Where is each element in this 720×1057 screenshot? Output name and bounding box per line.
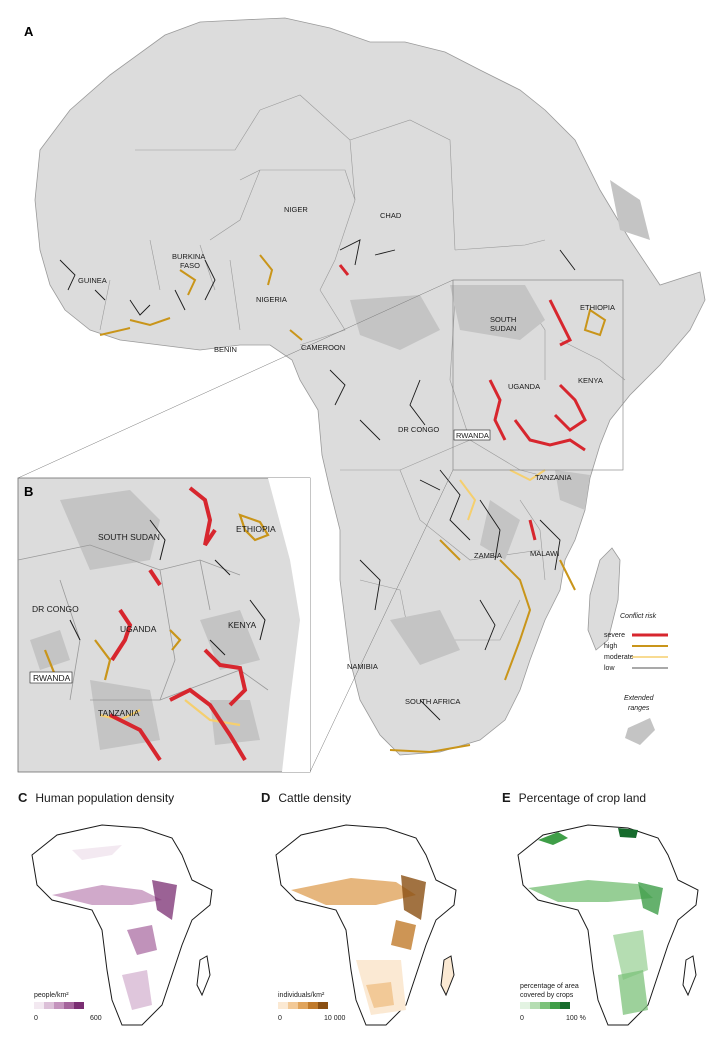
- label-drcongo: DR CONGO: [398, 425, 439, 434]
- label-malawi: MALAWI: [530, 549, 559, 558]
- inset-frame-a: [452, 279, 624, 471]
- label-ethiopia: ETHIOPIA: [580, 303, 615, 312]
- legend-title: Conflict risk: [620, 613, 657, 620]
- rwanda-box-a: [453, 429, 491, 441]
- label-rwanda: RWANDA: [456, 431, 489, 440]
- map-d-africa: [275, 824, 457, 1026]
- panel-d-title: Cattle density: [278, 791, 352, 805]
- legend-extended-line2: ranges: [628, 705, 650, 712]
- inset-b-frame: [17, 477, 311, 773]
- inset-b-low: [69, 519, 266, 656]
- risk-low-lines: [59, 239, 576, 721]
- inset-b-severe: [109, 486, 248, 762]
- map-e-unit-line2: covered by crops: [520, 992, 574, 999]
- panel-e-title: Percentage of crop land: [518, 791, 647, 805]
- label-cameroon: CAMEROON: [301, 343, 345, 352]
- label-guinea: GUINEA: [78, 276, 107, 285]
- map-e-africa: [517, 824, 699, 1026]
- label-b-tanzania: TANZANIA: [98, 708, 140, 718]
- risk-severe: [338, 264, 587, 541]
- legend-label-high: high: [604, 643, 617, 650]
- label-southafrica: SOUTH AFRICA: [405, 697, 460, 706]
- inset-b-sea: [268, 478, 310, 772]
- map-e-scale: [520, 1002, 570, 1009]
- label-faso: FASO: [180, 261, 200, 270]
- label-b-uganda: UGANDA: [120, 624, 157, 634]
- africa-landmass: [34, 17, 706, 756]
- map-c-madagascar: [196, 955, 211, 997]
- inset-connector-top: [17, 279, 454, 479]
- label-nigeria: NIGERIA: [256, 295, 287, 304]
- map-d-max: 10 000: [324, 1015, 346, 1022]
- legend-label-low: low: [604, 665, 615, 672]
- label-b-drcongo: DR CONGO: [32, 604, 79, 614]
- map-d-min: 0: [278, 1015, 282, 1022]
- legend-extended-line1: Extended: [624, 695, 655, 702]
- map-c-density: [52, 845, 177, 1010]
- map-c-africa: [31, 824, 213, 1026]
- panel-letter-c: C: [18, 790, 28, 805]
- panel-d-title-wrap: D Cattle density: [261, 790, 351, 805]
- map-d-svg: individuals/km² 0 10 000: [275, 824, 457, 1026]
- map-e-madagascar: [682, 955, 697, 997]
- map-e-cropland: [528, 828, 663, 1015]
- label-chad: CHAD: [380, 211, 402, 220]
- map-e-max: 100 %: [566, 1015, 586, 1022]
- map-c-scale: [34, 1002, 84, 1009]
- inset-b: B SOUTH SUDAN ETHIOPIA DR CONGO UGANDA K…: [17, 477, 311, 773]
- map-e-svg: percentage of area covered by crops 0 10…: [517, 824, 699, 1026]
- label-b-ethiopia: ETHIOPIA: [236, 524, 276, 534]
- label-sudan: SUDAN: [490, 324, 516, 333]
- label-b-southsudan: SOUTH SUDAN: [98, 532, 160, 542]
- map-d-madagascar: [440, 955, 455, 997]
- panel-letter-a: A: [24, 24, 34, 39]
- rwanda-box-b: [29, 671, 73, 684]
- main-map-svg: A: [17, 17, 706, 773]
- map-c-max: 600: [90, 1015, 102, 1022]
- inset-b-ranges: [30, 490, 260, 750]
- label-namibia: NAMIBIA: [347, 662, 378, 671]
- map-d-scale: [278, 1002, 328, 1009]
- map-c-unit: people/km²: [34, 992, 69, 999]
- panel-c-title-wrap: C Human population density: [18, 790, 174, 805]
- panel-letter-d: D: [261, 790, 271, 805]
- label-uganda: UGANDA: [508, 382, 540, 391]
- inset-connector-bottom: [309, 469, 454, 773]
- legend-label-moderate: moderate: [604, 654, 634, 661]
- map-e-unit-line1: percentage of area: [520, 983, 579, 990]
- map-c-svg: people/km² 0 600: [31, 824, 213, 1026]
- legend: Conflict risk severe high moderate low E…: [604, 613, 668, 745]
- risk-high-moderate: [99, 254, 607, 754]
- map-d-density: [291, 875, 426, 1015]
- label-burkina: BURKINA: [172, 252, 205, 261]
- map-d-unit: individuals/km²: [278, 992, 325, 999]
- panel-letter-b: B: [24, 484, 33, 499]
- label-kenya: KENYA: [578, 376, 603, 385]
- panel-c-title: Human population density: [35, 791, 175, 805]
- label-south: SOUTH: [490, 315, 516, 324]
- extended-ranges: [350, 180, 650, 665]
- label-zambia: ZAMBIA: [474, 551, 502, 560]
- madagascar: [587, 547, 621, 651]
- map-e-min: 0: [520, 1015, 524, 1022]
- label-tanzania: TANZANIA: [535, 473, 572, 482]
- label-benin: BENIN: [214, 345, 237, 354]
- panel-e-title-wrap: E Percentage of crop land: [502, 790, 646, 805]
- legend-label-severe: severe: [604, 632, 625, 639]
- label-b-rwanda: RWANDA: [33, 673, 71, 683]
- label-niger: NIGER: [284, 205, 308, 214]
- map-c-min: 0: [34, 1015, 38, 1022]
- label-b-kenya: KENYA: [228, 620, 257, 630]
- legend-extended-swatch: [625, 718, 655, 745]
- panel-letter-e: E: [502, 790, 511, 805]
